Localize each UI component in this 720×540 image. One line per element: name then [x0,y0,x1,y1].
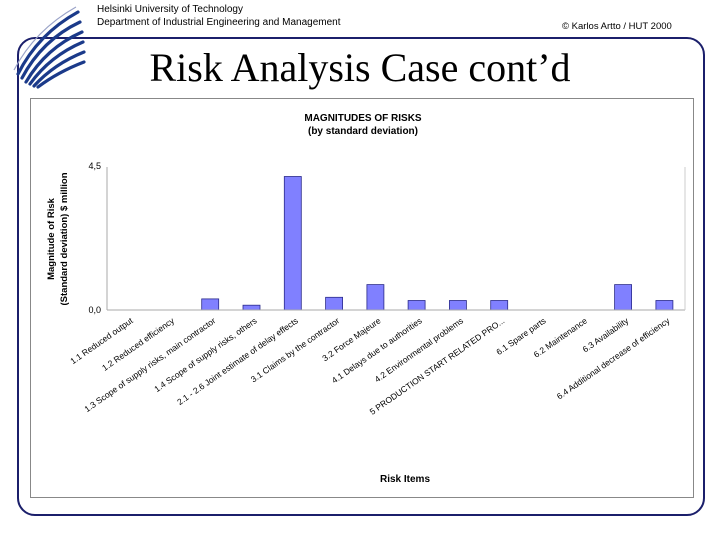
header-copyright: © Karlos Artto / HUT 2000 [562,21,672,32]
y-tick-label-top: 4,5 [88,161,101,171]
bar-9 [448,300,467,311]
bar-7 [366,284,385,311]
y-axis-label-line1: Magnitude of Risk [46,197,57,280]
bar-chart: MAGNITUDES OF RISKS (by standard deviati… [46,113,686,485]
y-axis-label-line2: (Standard deviation) $ million [59,172,70,305]
bar-8 [407,300,426,311]
x-tick-label-2: 1.2 Reduced efficiency [100,315,177,373]
x-axis-label: Risk Items [380,474,430,485]
chart-title: MAGNITUDES OF RISKS [304,113,422,124]
header-university: Helsinki University of Technology [97,4,243,15]
chart-container: MAGNITUDES OF RISKS (by standard deviati… [30,98,694,498]
bar-5 [283,176,302,311]
bar-6 [325,296,344,311]
bar-4 [242,304,261,311]
y-tick-label-bottom: 0,0 [88,305,101,315]
chart-subtitle: (by standard deviation) [308,126,418,137]
slide-title: Risk Analysis Case cont’d [149,45,571,90]
slide-frame [17,37,705,516]
bar-14 [655,300,674,311]
bar-10 [490,300,509,311]
header-department: Department of Industrial Engineering and… [97,17,341,28]
bar-3 [201,298,220,311]
university-logo-icon [13,6,86,89]
bar-13 [614,284,632,311]
